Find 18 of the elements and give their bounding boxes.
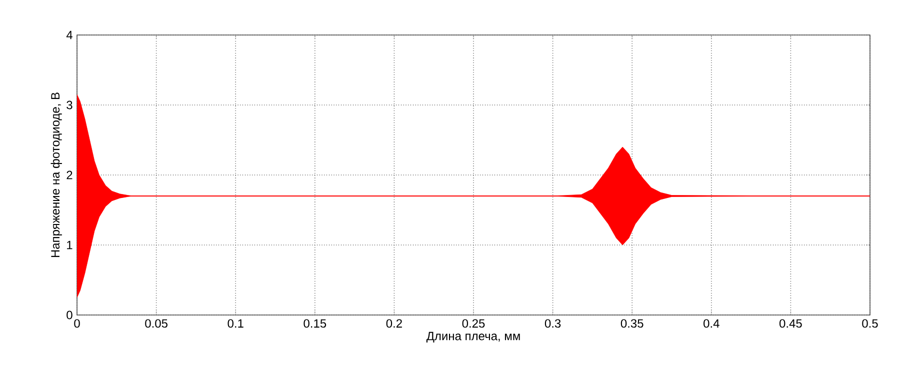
- y-tick-label: 0: [66, 310, 72, 320]
- x-tick-label: 0.2: [386, 319, 402, 328]
- y-tick-label: 2: [66, 170, 72, 180]
- y-tick-label: 1: [67, 240, 72, 250]
- x-tick-label: 0.15: [304, 319, 326, 328]
- x-tick-label: 0.25: [462, 319, 485, 328]
- x-tick-label: 0.05: [145, 319, 168, 328]
- x-tick-label: 0: [74, 319, 80, 328]
- x-tick-label: 0.3: [544, 319, 561, 328]
- y-axis-title: Напряжение на фотодиоде, В: [50, 92, 62, 258]
- x-tick-label: 0.1: [228, 319, 244, 328]
- x-tick-label: 0.5: [862, 319, 878, 328]
- x-tick-label: 0.35: [620, 319, 644, 328]
- y-tick-label: 4: [66, 30, 72, 40]
- x-axis-title: Длина плеча, мм: [426, 332, 520, 343]
- y-tick-label: 3: [66, 100, 72, 110]
- x-tick-label: 0.4: [704, 319, 720, 328]
- x-tick-label: 0.45: [779, 319, 802, 328]
